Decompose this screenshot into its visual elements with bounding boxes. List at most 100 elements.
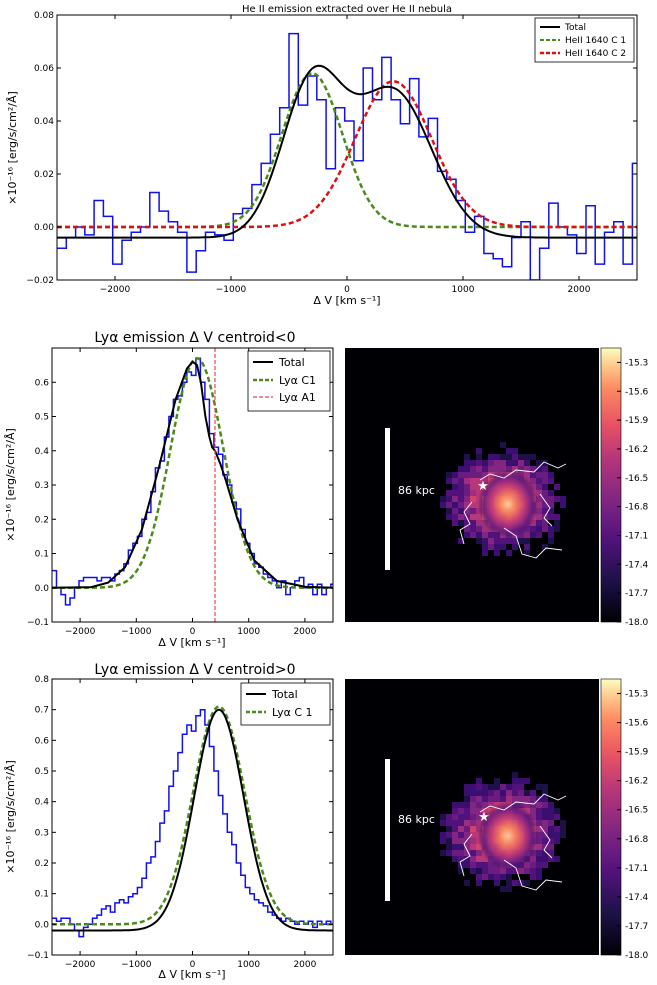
lya-neg-spectrum-panel: Lyα emission Δ V centroid<0 −2000 −1000 0 1…	[4, 330, 334, 649]
y-tick-label: 0.08	[34, 11, 54, 21]
star-marker-icon: ★	[477, 479, 489, 494]
y-tick-label: 0.4	[35, 798, 50, 808]
scale-bar	[385, 759, 390, 901]
colorbar-tick-label: -17.4	[625, 560, 649, 570]
lya-neg-chart-title: Lyα emission Δ V centroid<0	[94, 330, 295, 346]
colorbar-tick-label: -16.5	[625, 806, 648, 816]
model-component-series	[52, 705, 333, 926]
lya-pos-x-axis-label: Δ V [km s⁻¹]	[158, 968, 225, 981]
legend-total-label: Total	[564, 23, 586, 33]
x-tick-label: 2000	[568, 285, 591, 295]
colorbar-tick-label: -16.2	[625, 445, 648, 455]
heii-x-axis-label: Δ V [km s⁻¹]	[313, 294, 380, 307]
lya-pos-y-axis-label: ×10⁻¹⁶ [erg/s/cm²/Å]	[4, 760, 17, 874]
colorbar-tick-label: -16.8	[625, 835, 649, 845]
y-tick-label: 0.04	[34, 117, 54, 127]
lya-neg-legend: Total Lyα C1 Lyα A1	[247, 350, 331, 412]
scale-bar	[385, 428, 390, 570]
y-tick-label: 0.02	[34, 170, 54, 180]
colorbar-tick-label: -15.3	[625, 690, 648, 700]
legend-lya-c1-label: Lyα C1	[279, 374, 316, 387]
colorbar-tick-label: -15.9	[625, 748, 649, 758]
model-component-series	[57, 80, 637, 229]
y-tick-label: 0.1	[35, 550, 49, 560]
scale-bar-label: 86 kpc	[398, 813, 435, 826]
y-tick-label: 0.8	[35, 675, 50, 685]
legend-c1-label: HeII 1640 C 1	[565, 36, 626, 46]
lya-pos-map-panel: 86 kpc ★ -15.3 -15.6 -15.9 -16.2 -16.5 -16.8 -…	[345, 678, 649, 961]
lya-pos-chart-title: Lyα emission Δ V centroid>0	[94, 662, 295, 678]
colorbar-tick-label: -17.7	[625, 589, 648, 599]
colorbar-tick-label: -18.0	[625, 951, 649, 961]
x-tick-label: 2000	[293, 960, 316, 970]
y-tick-label: 0.3	[35, 481, 49, 491]
data-histogram-series	[57, 32, 637, 280]
colorbar-tick-label: -15.6	[625, 719, 649, 729]
lya-neg-x-axis-label: Δ V [km s⁻¹]	[158, 636, 225, 649]
y-tick-label: 0.0	[35, 920, 50, 930]
colorbar-tick-label: -16.5	[625, 474, 648, 484]
emission-map	[440, 442, 567, 559]
x-tick-label: 1000	[237, 627, 260, 637]
colorbar-tick-label: -17.1	[625, 864, 648, 874]
colorbar-tick-label: -16.8	[625, 503, 649, 513]
y-tick-label: −0.02	[26, 276, 54, 286]
colorbar-tick-label: -15.6	[625, 387, 649, 397]
scale-bar-label: 86 kpc	[398, 484, 435, 497]
y-tick-label: 0.5	[35, 767, 49, 777]
legend-total-label: Total	[271, 688, 298, 701]
x-tick-label: 1000	[452, 285, 475, 295]
heii-chart-title: He II emission extracted over He II nebu…	[242, 4, 452, 15]
x-tick-label: 2000	[293, 627, 316, 637]
y-tick-label: 0.1	[35, 890, 49, 900]
x-tick-label: 1000	[237, 960, 260, 970]
y-tick-label: −0.1	[27, 951, 49, 961]
lya-pos-spectrum-panel: Lyα emission Δ V centroid>0 −2000 −1000 0 1…	[4, 662, 334, 981]
colorbar-tick-label: -18.0	[625, 618, 649, 628]
colorbar-tick-label: -15.3	[625, 358, 648, 368]
y-tick-label: 0.3	[35, 828, 49, 838]
colorbar-tick-label: -17.7	[625, 922, 648, 932]
x-tick-label: −2000	[100, 285, 131, 295]
data-histogram-series	[52, 708, 333, 938]
y-tick-label: 0.5	[35, 413, 49, 423]
colorbar	[600, 678, 622, 956]
y-tick-label: 0.00	[34, 223, 54, 233]
colorbar-tick-label: -16.2	[625, 777, 648, 787]
x-tick-label: 0	[344, 285, 350, 295]
lya-neg-y-axis-label: ×10⁻¹⁶ [erg/s/cm²/Å]	[4, 428, 17, 542]
model-component-series	[57, 72, 637, 229]
colorbar-tick-label: -17.4	[625, 893, 649, 903]
lya-pos-legend: Total Lyα C 1	[240, 682, 331, 726]
model-total-series	[57, 64, 637, 239]
y-tick-label: 0.6	[35, 378, 50, 388]
model-total-series	[52, 708, 333, 932]
y-tick-label: 0.4	[35, 447, 50, 457]
colorbar	[600, 347, 622, 623]
legend-total-label: Total	[278, 356, 305, 369]
lya-neg-map-panel: 86 kpc ★ -15.3 -15.6 -15.9 -16.2 -16.5 -16.8 -…	[345, 347, 649, 628]
x-tick-label: 0	[190, 627, 196, 637]
colorbar-tick-label: -15.9	[625, 416, 649, 426]
colorbar-tick-label: -17.1	[625, 531, 648, 541]
x-tick-label: −2000	[65, 627, 96, 637]
model-total-series	[52, 360, 333, 589]
x-tick-label: −1000	[121, 960, 152, 970]
y-tick-label: 0.2	[35, 859, 49, 869]
legend-c2-label: HeII 1640 C 2	[565, 49, 626, 59]
heii-spectrum-panel: He II emission extracted over He II nebu…	[6, 4, 638, 307]
y-tick-label: 0.06	[34, 64, 54, 74]
star-marker-icon: ★	[478, 810, 490, 825]
x-tick-label: −1000	[121, 627, 152, 637]
heii-y-axis-label: ×10⁻¹⁶ [erg/s/cm²/Å]	[6, 91, 19, 205]
legend-lya-c1-label: Lyα C 1	[272, 706, 313, 719]
legend-lya-a1-label: Lyα A1	[279, 391, 316, 404]
x-tick-label: 0	[190, 960, 196, 970]
emission-map	[440, 772, 567, 892]
y-tick-label: 0.6	[35, 736, 50, 746]
y-tick-label: 0.7	[35, 706, 49, 716]
x-tick-label: −1000	[216, 285, 247, 295]
x-tick-label: −2000	[65, 960, 96, 970]
heii-legend: Total HeII 1640 C 1 HeII 1640 C 2	[534, 17, 635, 63]
